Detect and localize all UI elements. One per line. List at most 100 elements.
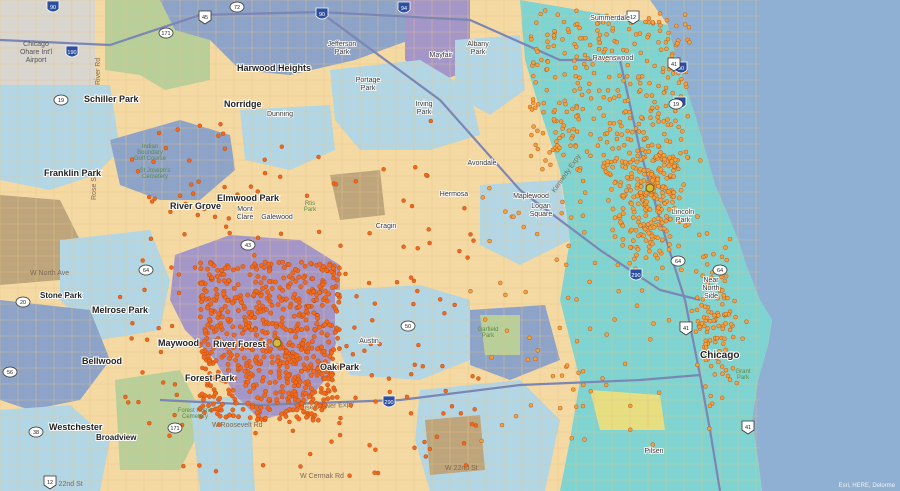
customer-dot — [621, 78, 626, 83]
customer-dot — [678, 187, 684, 193]
customer-dot — [140, 258, 145, 263]
customer-dot — [557, 145, 562, 151]
nbhd-mont-clare-1: Mont — [237, 206, 253, 213]
customer-dot — [461, 441, 467, 446]
customer-dot — [623, 165, 629, 170]
customer-dot — [723, 311, 728, 317]
store-marker-river-forest[interactable] — [272, 338, 282, 348]
customer-dot — [587, 81, 592, 87]
customer-dot — [315, 366, 321, 372]
customer-dot — [304, 355, 310, 361]
customer-dot — [209, 311, 214, 316]
customer-dot — [160, 380, 166, 385]
customer-dot — [284, 380, 290, 386]
customer-dot — [603, 47, 608, 52]
customer-dot — [198, 414, 204, 419]
customer-dot — [658, 47, 664, 52]
customer-dot — [243, 382, 249, 388]
customer-dot — [664, 175, 670, 181]
street-label-22nd-east: W 22nd St — [445, 465, 478, 472]
customer-dot — [641, 130, 646, 135]
customer-dot — [661, 171, 667, 176]
customer-dot — [576, 370, 581, 375]
customer-dot — [527, 335, 532, 340]
customer-dot — [215, 315, 221, 321]
customer-dot — [211, 263, 217, 269]
customer-dot — [650, 158, 656, 163]
customer-dot — [208, 349, 214, 355]
customer-dot — [348, 403, 353, 408]
customer-dot — [727, 377, 733, 382]
customer-dot — [297, 379, 303, 385]
customer-dot — [167, 433, 172, 438]
customer-dot — [381, 167, 386, 172]
customer-dot — [462, 205, 467, 211]
customer-dot — [296, 274, 302, 280]
customer-dot — [325, 396, 331, 402]
customer-dot — [230, 407, 236, 413]
customer-dot — [648, 220, 654, 226]
customer-dot — [412, 445, 417, 450]
nbhd-summerdale: Summerdale — [590, 15, 630, 22]
customer-dot — [604, 32, 609, 37]
customer-dot — [309, 411, 314, 417]
customer-dot — [315, 346, 320, 352]
nbhd-mont-clare-2: Clare — [237, 214, 254, 221]
customer-dot — [325, 382, 330, 388]
customer-dot — [648, 115, 653, 120]
customer-dot — [658, 23, 663, 28]
customer-dot — [231, 286, 237, 291]
customer-dot — [208, 261, 214, 266]
customer-dot — [208, 383, 213, 389]
customer-dot — [373, 447, 378, 452]
customer-dot — [569, 136, 574, 141]
store-marker-lincoln-park[interactable] — [645, 183, 655, 193]
state-shield: 171 — [158, 27, 174, 39]
customer-dot — [468, 232, 473, 237]
customer-dot — [695, 214, 700, 219]
customer-dot — [269, 302, 275, 308]
route-number: 290 — [631, 273, 640, 279]
customer-dot — [272, 379, 278, 385]
feature-st-josephs-1: St Joseph's — [140, 168, 171, 174]
customer-dot — [583, 36, 588, 41]
customer-dot — [308, 386, 314, 392]
route-number: 12 — [630, 15, 636, 21]
customer-dot — [334, 394, 340, 400]
us-shield: 12 — [43, 475, 57, 490]
customer-dot — [595, 21, 600, 26]
customer-dot — [248, 364, 254, 370]
customer-dot — [347, 473, 352, 478]
customer-dot — [552, 108, 558, 113]
customer-dot — [219, 339, 225, 344]
customer-dot — [630, 164, 636, 170]
customer-dot — [241, 355, 247, 361]
customer-dot — [624, 188, 629, 193]
customer-dot — [226, 355, 232, 361]
customer-dot — [221, 272, 227, 277]
customer-dot — [274, 397, 280, 403]
customer-dot — [617, 73, 622, 78]
customer-dot — [656, 40, 661, 45]
customer-dot — [129, 336, 134, 341]
customer-dot — [314, 297, 319, 302]
customer-dot — [413, 165, 418, 170]
customer-dot — [596, 14, 601, 19]
customer-dot — [197, 343, 203, 348]
customer-dot — [541, 100, 546, 106]
customer-dot — [148, 236, 154, 242]
customer-dot — [287, 419, 292, 425]
customer-dot — [723, 347, 728, 352]
state-shield: 171 — [167, 422, 183, 434]
customer-dot — [367, 443, 372, 448]
customer-dot — [473, 423, 479, 428]
customer-dot — [309, 339, 315, 344]
customer-dot — [642, 171, 647, 177]
route-number: 171 — [170, 426, 179, 432]
customer-dot — [322, 288, 328, 294]
customer-dot — [640, 74, 645, 79]
customer-dot — [315, 316, 321, 321]
route-number: 56 — [7, 370, 13, 376]
